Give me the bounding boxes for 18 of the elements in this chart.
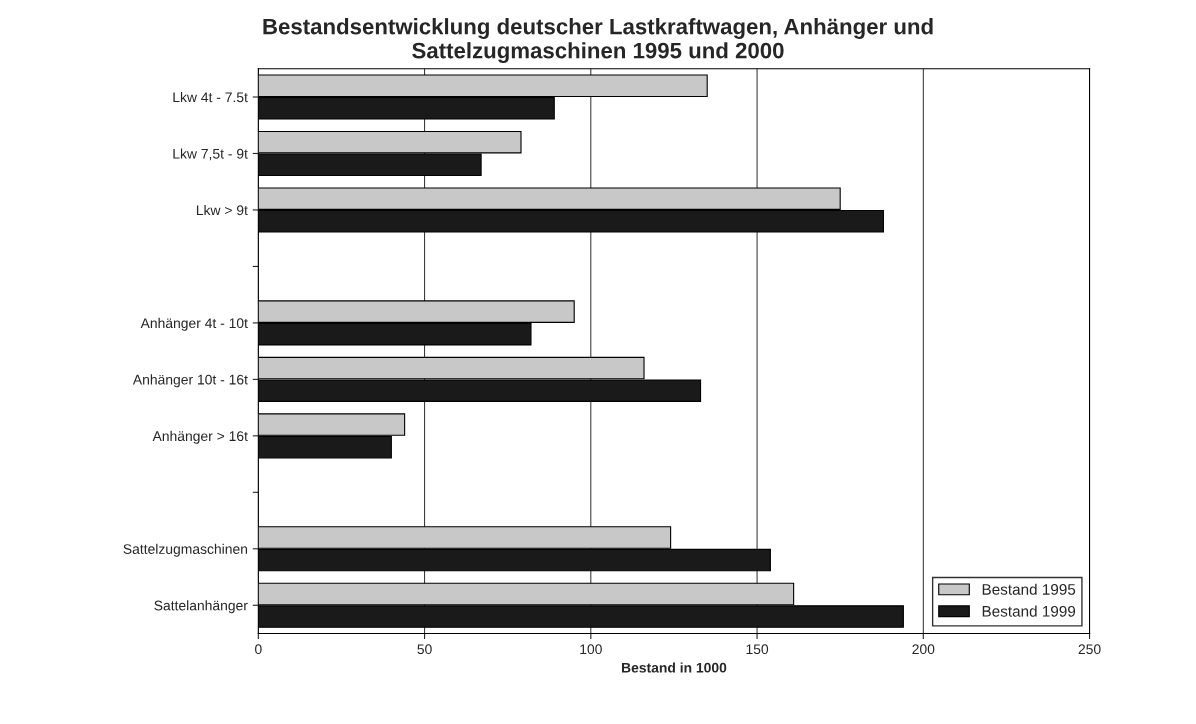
y-tick-label: Anhänger > 16t xyxy=(152,430,248,444)
y-tick-label: Lkw > 9t xyxy=(196,204,248,216)
x-tick-label: 0 xyxy=(255,644,262,655)
y-tick-label: Sattelzugmaschinen xyxy=(123,543,248,557)
chart-title: Bestandsentwicklung deutscher Lastkraftwagen, Anhänger und Sattelzugmaschinen 1995 und 2000 xyxy=(263,18,933,63)
x-tick-label: 200 xyxy=(912,644,935,655)
x-axis-title: Bestand in 1000 xyxy=(622,662,727,673)
x-tick-label: 150 xyxy=(746,644,769,655)
y-tick-label: Sattelanhänger xyxy=(154,600,248,614)
y-tick-label: Lkw 4t - 7.5t xyxy=(173,91,248,103)
legend-label: Bestand 1999 xyxy=(982,605,1076,617)
legend-label: Bestand 1995 xyxy=(982,583,1076,595)
y-tick-label: Anhänger 4t - 10t xyxy=(140,317,248,331)
x-tick-label: 250 xyxy=(1078,644,1101,655)
y-tick-label: Lkw 7,5t - 9t xyxy=(173,148,248,161)
y-tick-label: Anhänger 10t - 16t xyxy=(132,374,248,388)
x-tick-label: 50 xyxy=(417,644,432,655)
x-tick-label: 100 xyxy=(580,644,602,655)
